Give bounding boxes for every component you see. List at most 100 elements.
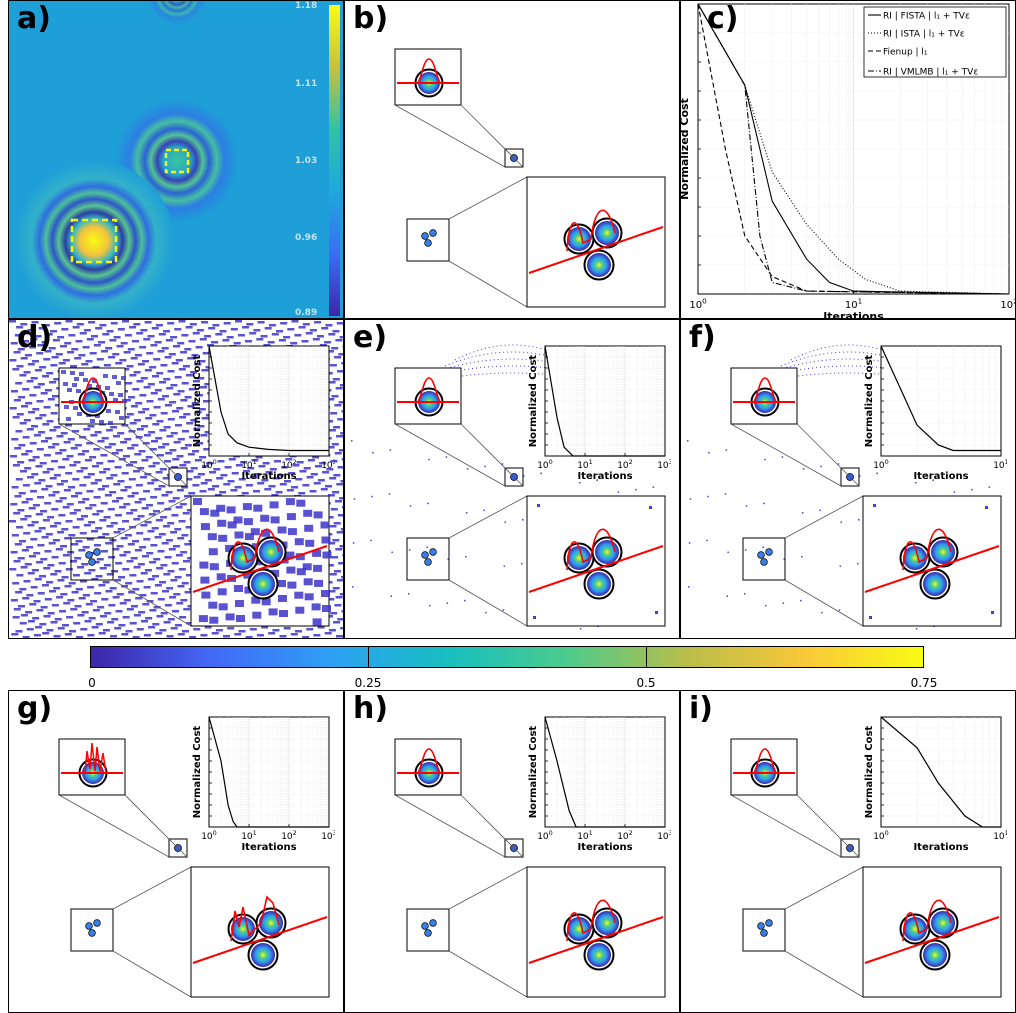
noise-dot [146,400,154,403]
noise-patch [295,553,305,561]
noise-dot [182,430,189,433]
noise-dot [38,327,46,330]
noise-dot [87,425,95,428]
connector-line [796,423,860,487]
noise-dot [340,627,343,630]
noise-dot [65,472,73,475]
noise-dot [158,446,166,449]
noise-dot [9,568,17,571]
legend-entry: Fienup | l₁ [883,48,928,58]
artifact-dot [655,611,658,614]
noise-dot [88,617,96,620]
noise-dot [340,528,343,531]
noise-dot [79,484,87,487]
x-tick-label: 103 [657,829,671,842]
noise-dot [14,543,22,546]
noise-dot [118,624,126,627]
noise-dot [106,525,114,528]
noise-dot [113,336,121,339]
noise-dot [317,335,324,338]
noise-dot [246,323,254,326]
noise-dot [129,622,137,625]
profile-curve [902,899,952,942]
series-line-1 [544,345,665,457]
noise-dot [50,525,57,528]
noise-dot [74,444,82,447]
noise-dot [123,455,130,458]
noise-patch [227,521,237,529]
gridlines [209,346,329,456]
artifact-dot [635,488,637,491]
noise-dot [41,536,49,539]
noise-dot [79,532,87,535]
noise-dot [25,498,33,501]
noise-dot [31,521,39,524]
roi-box-2 [164,148,190,174]
noise-dot [92,609,100,612]
noise-dot [77,566,85,569]
noise-dot [12,616,20,619]
noise-dot [47,398,55,401]
noise-dot [13,399,21,402]
noise-dot [86,490,94,493]
profile-curve [230,895,280,942]
noise-dot [159,381,167,384]
noise-dot [101,550,108,553]
noise-patch [207,533,217,541]
noise-dot [98,341,106,344]
noise-dot [313,482,321,485]
connector-line [460,794,524,858]
noise-dot [140,524,148,527]
noise-dot [30,338,38,341]
noise-dot [23,371,31,374]
noise-dot [133,371,141,374]
noise-dot [175,359,183,362]
noise-dot [83,329,91,332]
y-axis-label: Normalized Cost [528,355,539,448]
artifact-dot [858,519,860,521]
noise-dot [138,411,146,414]
noise-dot [123,503,131,506]
noise-dot [206,344,214,347]
noise-dot [42,375,49,378]
connector-line [784,495,864,539]
noise-dot [204,431,212,434]
noise-dot [92,379,97,383]
noise-dot [16,413,24,416]
triple-small-blob [93,919,101,927]
noise-dot [128,478,136,481]
artifact-dot [351,440,353,442]
noise-patch [209,616,219,624]
roi-box-1 [70,218,118,264]
x-tick-exponent: 3 [333,829,335,837]
noise-dot [44,598,52,601]
artifact-dot [687,586,690,588]
noise-dot [334,570,341,573]
noise-dot [301,340,309,343]
noise-dot [125,582,133,585]
noise-dot [152,375,159,378]
convergence-inset-f: 100 101 Iterations Normalized Cost [864,345,1007,482]
noise-dot [136,428,144,431]
noise-dot [155,471,163,474]
noise-dot [139,546,147,549]
noise-dot [328,333,336,336]
noise-patch [287,581,297,589]
noise-dot [71,543,79,546]
noise-dot [182,630,189,633]
noise-dot [156,615,164,618]
x-tick-exponent: 3 [333,458,335,466]
legend: RI | FISTA | l₁ + TVε RI | ISTA | l₁ + TV… [863,6,1007,78]
triple-small-blob [88,558,96,566]
connector-line [448,495,528,539]
triple-small-blob [85,922,93,930]
noise-dot [61,528,69,531]
noise-dot [110,322,118,325]
noise-patch [225,613,235,621]
noise-dot [138,450,146,453]
noise-dot [119,602,127,605]
noise-dot [160,564,168,567]
triple-small-blob [424,558,432,566]
noise-dot [26,594,34,597]
noise-dot [172,497,180,500]
